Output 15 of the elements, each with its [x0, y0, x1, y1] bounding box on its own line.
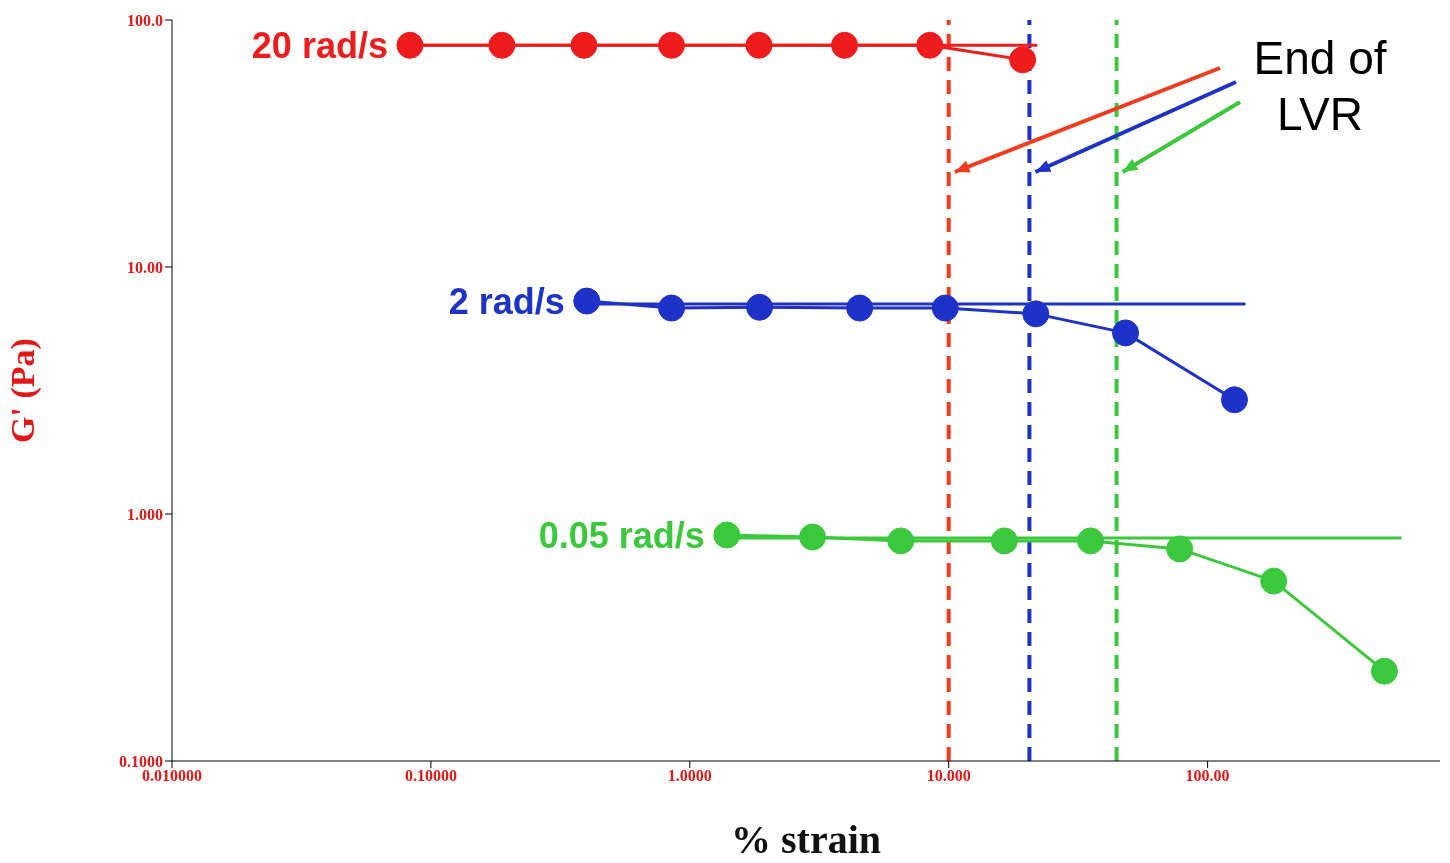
x-tick-label: 100.00: [1185, 767, 1230, 785]
y-tick-label: 10.00: [127, 258, 163, 276]
series-label: 20 rad/s: [251, 24, 388, 66]
x-tick-label: 0.10000: [404, 767, 457, 785]
y-axis-title: G' (Pa): [4, 338, 43, 443]
y-tick-label: 0.1000: [119, 752, 163, 770]
series-label: 2 rad/s: [448, 280, 565, 322]
x-tick-label: 0.010000: [142, 767, 202, 785]
annotation: End of LVR: [1253, 32, 1387, 140]
x-tick-label: 1.0000: [667, 767, 712, 785]
x-tick-label: 10.000: [926, 767, 971, 785]
y-tick-label: 100.0: [127, 11, 163, 29]
y-tick-label: 1.000: [127, 505, 163, 523]
series-label: 0.05 rad/s: [538, 514, 705, 556]
x-axis-title: % strain: [731, 817, 881, 862]
